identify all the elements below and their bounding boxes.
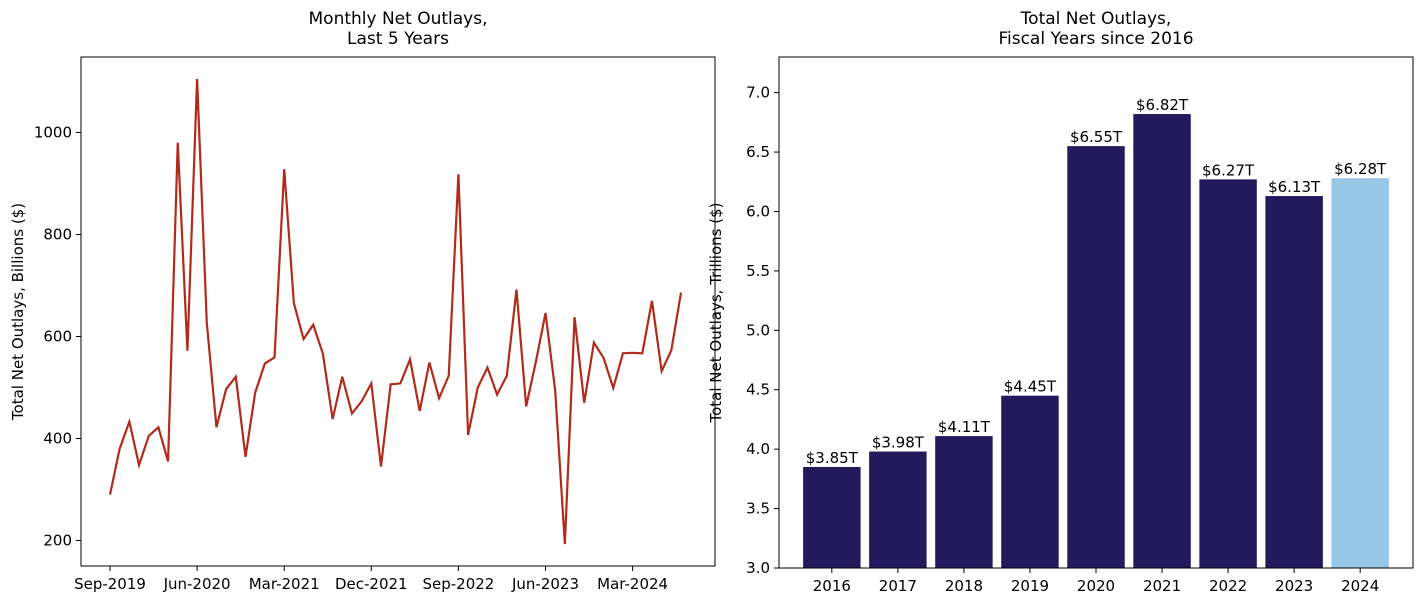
bar xyxy=(803,466,861,568)
y-tick-label: 5.5 xyxy=(746,262,770,280)
x-tick-label: Mar-2024 xyxy=(597,575,668,593)
chart-title: Monthly Net Outlays, xyxy=(309,9,488,29)
y-tick-label: 600 xyxy=(43,327,72,345)
value-label: $3.85T xyxy=(806,449,859,467)
y-tick-label: 7.0 xyxy=(746,84,770,102)
x-tick-label: 2019 xyxy=(1011,577,1049,595)
y-tick-label: 6.0 xyxy=(746,202,770,220)
plot-frame xyxy=(80,56,716,567)
x-tick-label: Mar-2021 xyxy=(249,575,320,593)
x-tick-label: Dec-2021 xyxy=(335,575,408,593)
chart-title: Last 5 Years xyxy=(347,29,449,49)
y-tick-label: 800 xyxy=(43,225,72,243)
value-label: $6.28T xyxy=(1334,160,1387,178)
value-label: $6.55T xyxy=(1070,128,1123,146)
bar xyxy=(869,451,927,568)
x-tick-label: 2018 xyxy=(945,577,983,595)
x-tick-label: Sep-2019 xyxy=(74,575,146,593)
y-tick-label: 400 xyxy=(43,429,72,447)
value-label: $3.98T xyxy=(872,434,925,452)
bar xyxy=(935,436,993,568)
value-label: $6.27T xyxy=(1202,161,1255,179)
value-label: $6.82T xyxy=(1136,96,1189,114)
plot-frame xyxy=(778,56,1414,569)
bar xyxy=(1067,146,1125,568)
y-tick-label: 3.5 xyxy=(746,500,770,518)
y-tick-label: 3.0 xyxy=(746,559,770,577)
value-label: $4.11T xyxy=(938,418,991,436)
x-tick-label: 2021 xyxy=(1143,577,1181,595)
y-axis-label: Total Net Outlays, Billions ($) xyxy=(9,203,27,421)
chart-title: Fiscal Years since 2016 xyxy=(998,29,1193,49)
x-tick-label: Jun-2020 xyxy=(163,575,231,593)
bar xyxy=(1199,179,1257,568)
x-tick-label: 2017 xyxy=(879,577,917,595)
bar xyxy=(1331,178,1389,568)
y-tick-label: 200 xyxy=(43,531,72,549)
x-tick-label: 2024 xyxy=(1341,577,1379,595)
bar xyxy=(1001,395,1059,568)
bar xyxy=(1265,196,1323,568)
y-tick-label: 4.0 xyxy=(746,440,770,458)
y-tick-label: 5.0 xyxy=(746,321,770,339)
y-axis-label: Total Net Outlays, Trillions ($) xyxy=(707,203,725,424)
x-tick-label: 2023 xyxy=(1275,577,1313,595)
line-series xyxy=(108,78,683,545)
y-tick-label: 4.5 xyxy=(746,381,770,399)
bar xyxy=(1133,114,1191,568)
x-tick-label: Sep-2022 xyxy=(422,575,494,593)
x-tick-label: 2020 xyxy=(1077,577,1115,595)
x-tick-label: 2016 xyxy=(813,577,851,595)
chart-title: Total Net Outlays, xyxy=(1020,9,1172,29)
value-label: $6.13T xyxy=(1268,178,1321,196)
y-tick-label: 6.5 xyxy=(746,143,770,161)
x-tick-label: Jun-2023 xyxy=(511,575,579,593)
y-tick-label: 1000 xyxy=(34,123,72,141)
x-tick-label: 2022 xyxy=(1209,577,1247,595)
value-label: $4.45T xyxy=(1004,378,1057,396)
